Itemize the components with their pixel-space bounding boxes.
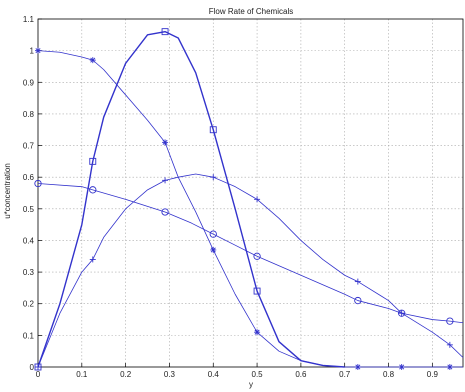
x-tick-label: 0.5: [252, 370, 264, 379]
data-point-plus: [35, 364, 41, 370]
x-tick-label: 0.4: [208, 370, 220, 379]
data-point-circle: [446, 317, 454, 325]
y-tick-label: 0.3: [23, 268, 35, 277]
data-point-circle: [253, 252, 261, 260]
data-point-plus: [210, 174, 217, 181]
x-tick-label: 0.3: [164, 370, 176, 379]
x-tick-label: 0.2: [120, 370, 132, 379]
data-point-star: [35, 47, 41, 54]
series-line-star: [37, 50, 463, 368]
data-point-circle: [354, 296, 362, 305]
data-point-star: [254, 329, 261, 336]
y-axis-label: u*concentration: [3, 163, 12, 219]
data-point-plus: [398, 310, 405, 317]
data-point-star: [354, 364, 361, 370]
data-point-circle: [161, 208, 169, 216]
data-point-plus: [89, 256, 96, 263]
x-tick-label: 0: [36, 370, 41, 379]
data-point-circle: [398, 309, 406, 317]
y-tick-label: 0.2: [23, 300, 35, 309]
y-tick-label: 0.5: [23, 205, 35, 214]
series-line-plus: [37, 173, 464, 368]
data-point-plus: [254, 196, 261, 203]
y-tick-label: 0.4: [23, 236, 35, 245]
y-tick-label: 0.9: [23, 78, 35, 87]
y-tick-label: 0.7: [23, 142, 35, 151]
y-tick-label: 0.6: [23, 173, 35, 182]
data-point-star: [89, 57, 96, 64]
y-tick-label: 0: [30, 363, 35, 372]
x-tick-label: 0.9: [427, 370, 439, 379]
y-tick-label: 1: [30, 47, 35, 56]
data-point-star: [398, 364, 405, 370]
data-point-star: [210, 246, 217, 253]
series-group: [34, 28, 464, 371]
y-tick-label: 0.1: [23, 331, 35, 340]
series-line-square: [37, 30, 345, 368]
data-point-circle: [34, 179, 42, 188]
plot-area-frame: [37, 18, 464, 368]
x-tick-label: 0.6: [295, 370, 307, 379]
series-plus: [35, 173, 464, 370]
data-point-square: [161, 28, 169, 36]
data-point-plus: [162, 177, 169, 184]
x-tick-label: 0.7: [339, 370, 351, 379]
data-point-star: [162, 139, 169, 146]
data-point-plus: [446, 341, 453, 348]
data-point-square: [89, 157, 97, 165]
data-point-circle: [89, 186, 97, 194]
y-tick-label: 1.1: [23, 15, 35, 24]
data-point-square: [209, 126, 217, 134]
x-tick-label: 0.1: [76, 370, 88, 379]
series-line-circle: [37, 183, 464, 324]
x-axis-label: y: [249, 380, 253, 389]
data-point-plus: [354, 278, 361, 285]
x-tick-label: 0.8: [383, 370, 395, 379]
series-star: [35, 47, 463, 370]
series-circle: [34, 179, 464, 325]
data-point-star: [446, 364, 453, 370]
data-point-circle: [209, 230, 217, 238]
y-tick-label: 0.8: [23, 110, 35, 119]
data-point-square: [253, 287, 261, 295]
axis-ticks: 0 0.1 0.2 0.3 0.4 0.5 0.6 0.7 0.8 0.9 0 0.1 0.2 0.3 0.…: [23, 15, 439, 379]
chart-title: Flow Rate of Chemicals: [209, 7, 293, 16]
